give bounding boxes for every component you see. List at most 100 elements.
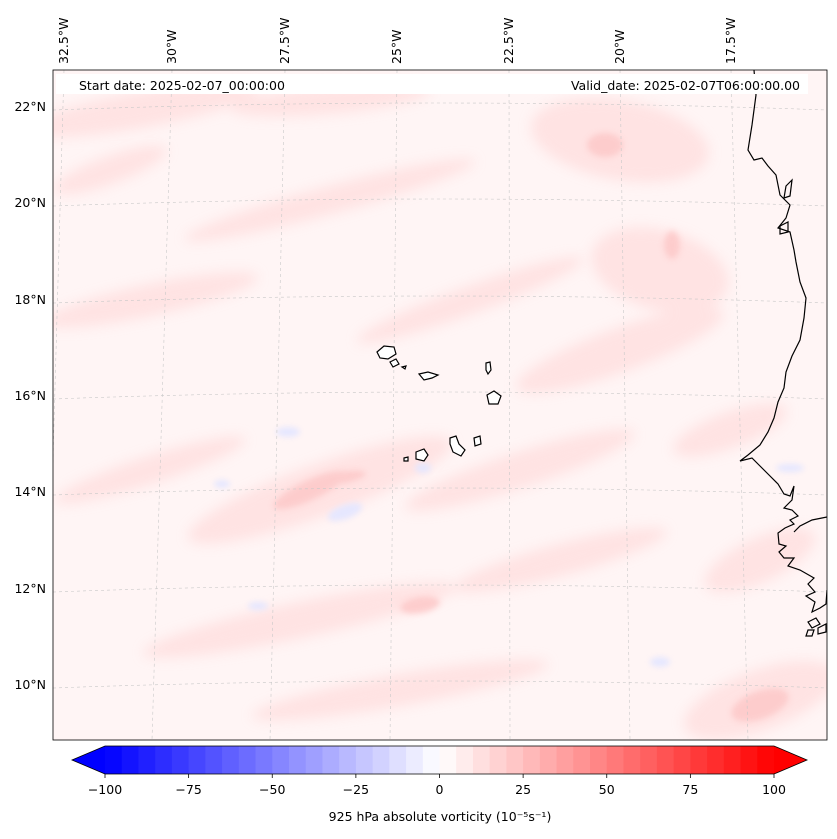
colorbar-extend-max [774,746,807,774]
parallel-line [53,102,827,111]
colorbar-cell [456,746,474,774]
meridian-line [508,70,511,740]
map-background [53,70,827,740]
colorbar-cell [105,746,123,774]
island-santa-luzia [400,365,407,370]
cape-verde-islands [376,345,502,462]
colorbar-cell [757,746,775,774]
island-sao-nicolau [417,371,440,381]
colorbar-tick-label: −100 [88,782,122,797]
longitude-label: 27.5°W [277,18,292,64]
island-sao-vicente [389,358,400,368]
map-panel: Start date: 2025-02-07_00:00:00 Valid_da… [52,69,828,741]
colorbar-ticks: −100 −75 −50 −25 0 25 50 75 100 [88,774,786,797]
colorbar-cell [623,746,641,774]
parallel-line [53,680,827,689]
latitude-label: 12°N [14,581,46,596]
colorbar-cell [640,746,658,774]
colorbar-cell [171,746,190,774]
colorbar-cell [422,746,441,774]
parallel-line [53,295,827,304]
colorbar-cell [389,746,407,774]
latitude-labels: 22°N 20°N 18°N 16°N 14°N 12°N 10°N [14,99,46,692]
colorbar-cell [690,746,708,774]
colorbar-cell [322,746,340,774]
latitude-label: 22°N [14,99,46,114]
colorbar-cell [155,746,173,774]
colorbar-cell [506,746,524,774]
parallel-line [53,584,827,593]
island-sal [485,361,492,376]
colorbar-cell [138,746,156,774]
colorbar-cell [272,746,290,774]
start-date-label: Start date: 2025-02-07_00:00:00 [79,78,285,93]
colorbar-cell [406,746,424,774]
colorbar-cell [439,746,457,774]
latitude-label: 14°N [14,484,46,499]
colorbar-tick-label: −50 [259,782,285,797]
meridian-line [619,70,631,740]
valid-date-label: Valid_date: 2025-02-07T06:00:00.00 [571,78,800,93]
colorbar-tick-label: 100 [762,782,786,797]
meridian-line [730,70,749,740]
colorbar-extend-min [72,746,105,774]
colorbar-tick-label: 25 [515,782,531,797]
colorbar-cell [255,746,273,774]
colorbar-cell [707,746,725,774]
africa-coastline [739,70,827,614]
colorbar: −100 −75 −50 −25 0 25 50 75 100 925 hPa absolute… [70,745,809,824]
longitude-label: 32.5°W [56,18,71,64]
colorbar-cell [472,746,491,774]
colorbar-tick-label: 0 [436,782,444,797]
meridian-line [151,70,173,740]
longitude-label: 25°W [389,29,404,64]
header-strip [56,74,808,94]
colorbar-cell [339,746,357,774]
colorbar-cell [355,746,374,774]
island-santiago [449,435,466,457]
longitude-label: 20°W [612,29,627,64]
colorbar-cell [305,746,324,774]
vorticity-field [53,70,827,740]
island-brava [403,456,409,462]
colorbar-cell [188,746,206,774]
parallel-line [53,198,827,207]
latitude-label: 20°N [14,195,46,210]
colorbar-tick-label: −75 [175,782,201,797]
colorbar-cell [121,746,140,774]
colorbar-cell [590,746,608,774]
meridian-line [269,70,286,740]
map-frame [52,69,828,741]
coastline [739,70,827,637]
longitude-label: 17.5°W [723,18,738,64]
colorbar-cell [372,746,390,774]
longitude-label: 22.5°W [501,18,516,64]
island-fogo [415,448,429,462]
colorbar-cell [222,746,240,774]
colorbar-cell [606,746,625,774]
colorbar-cells [72,746,807,774]
latitude-label: 10°N [14,677,46,692]
colorbar-tick-label: 50 [599,782,615,797]
bijagos-islands [779,178,827,637]
longitude-label: 30°W [164,29,179,64]
colorbar-cell [740,746,758,774]
graticule [53,70,827,740]
colorbar-tick-label: 75 [682,782,698,797]
island-santo-antao [376,345,397,360]
colorbar-cell [573,746,591,774]
colorbar-cell [556,746,574,774]
colorbar-label: 925 hPa absolute vorticity (10⁻⁵s⁻¹) [329,809,552,824]
latitude-label: 18°N [14,292,46,307]
colorbar-cell [238,746,257,774]
longitude-labels: 32.5°W 30°W 27.5°W 25°W 22.5°W 20°W 17.5°W [56,18,738,64]
meridian-line [389,70,398,740]
island-boa-vista [486,390,502,405]
island-maio [473,435,482,447]
colorbar-cell [205,746,223,774]
colorbar-cell [723,746,742,774]
colorbar-cell [489,746,507,774]
parallel-line [53,487,827,496]
colorbar-cell [288,746,307,774]
